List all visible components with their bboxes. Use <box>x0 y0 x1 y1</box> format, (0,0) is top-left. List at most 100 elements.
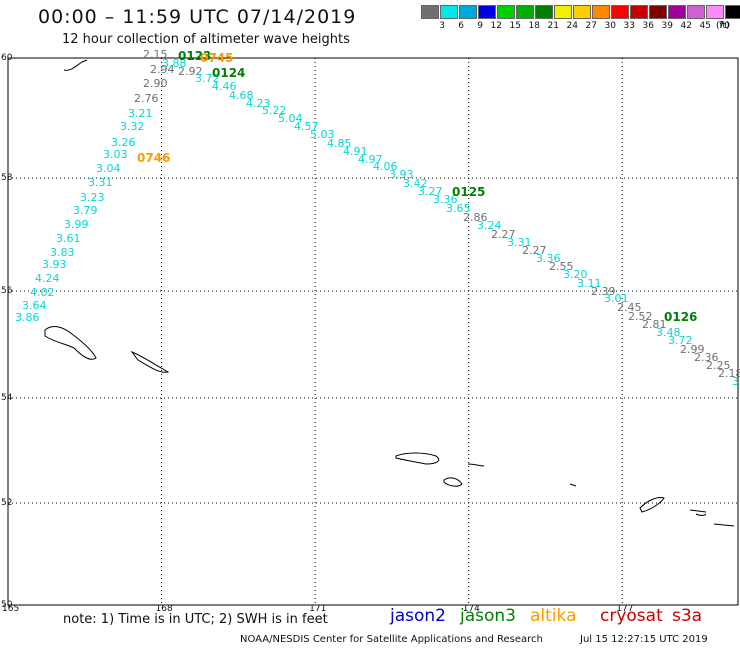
wave-height-label: 3.48 <box>656 326 681 339</box>
legend-unit: (ft) <box>716 21 730 31</box>
wave-height-label: 3.86 <box>15 311 40 324</box>
legend-label: 21 <box>547 21 559 31</box>
wave-height-label: 4.91 <box>343 145 368 158</box>
wave-height-label: 2.76 <box>134 92 159 105</box>
wave-height-label: 3.88 <box>162 57 187 70</box>
legend-swatch <box>630 5 648 19</box>
wave-height-label: 4.97 <box>358 153 383 166</box>
pass-time-label: 0123 <box>178 49 211 63</box>
wave-height-label: 3.11 <box>577 277 602 290</box>
page-subtitle: 12 hour collection of altimeter wave hei… <box>62 32 350 47</box>
legend-swatch <box>440 5 458 19</box>
wave-height-label: 3.83 <box>50 246 75 259</box>
wave-height-label: 4.57 <box>294 120 319 133</box>
wave-height-label: 2.27 <box>491 228 516 241</box>
wave-height-label: 3.64 <box>22 299 47 312</box>
wave-height-label: 5.03 <box>310 128 335 141</box>
coastline <box>569 483 577 487</box>
legend-swatch <box>649 5 667 19</box>
coastline <box>713 523 735 527</box>
legend-swatch <box>516 5 534 19</box>
wave-height-label: 2.15 <box>143 48 168 61</box>
coastline <box>443 477 463 487</box>
satellite-altika: altika <box>530 606 577 626</box>
wave-height-label: 2.39 <box>591 285 616 298</box>
legend-label: 30 <box>604 21 616 31</box>
coastline <box>695 513 707 516</box>
legend-label: 27 <box>585 21 597 31</box>
latitude-label: 52 <box>1 498 12 508</box>
wave-height-label: 2.55 <box>549 260 574 273</box>
wave-height-label: 3 <box>732 375 739 388</box>
coastline <box>130 350 170 373</box>
satellite-jason2: jason2 <box>390 606 446 626</box>
page-title: 00:00 – 11:59 UTC 07/14/2019 <box>38 6 357 28</box>
legend-label: 18 <box>528 21 540 31</box>
legend-label: 6 <box>458 21 464 31</box>
wave-height-label: 3.36 <box>536 252 561 265</box>
longitude-label: 174 <box>463 604 480 614</box>
longitude-label: 171 <box>309 604 326 614</box>
wave-height-label: 2.27 <box>522 244 547 257</box>
legend-label: 3 <box>439 21 445 31</box>
credit-text: NOAA/NESDIS Center for Satellite Applica… <box>240 634 543 645</box>
wave-height-label: 3.42 <box>403 177 428 190</box>
satellite-s3a: s3a <box>672 606 703 626</box>
legend-swatch <box>478 5 496 19</box>
coastline <box>467 463 485 467</box>
wave-height-label: 4.06 <box>373 160 398 173</box>
legend-label: 15 <box>509 21 521 31</box>
coastline <box>63 59 88 71</box>
wave-height-label: 4.46 <box>212 80 237 93</box>
legend-swatch <box>421 5 439 19</box>
wave-height-label: 4.85 <box>327 137 352 150</box>
wave-height-label: 3.72 <box>195 72 220 85</box>
wave-height-label: 2.52 <box>628 310 653 323</box>
longitude-label: 177 <box>616 604 633 614</box>
latitude-label: 60 <box>1 53 13 63</box>
wave-height-label: 2.81 <box>642 318 667 331</box>
legend-swatch <box>497 5 515 19</box>
wave-height-label: 3.61 <box>56 232 81 245</box>
wave-height-label: 2.94 <box>150 63 175 76</box>
legend-label: 70 <box>718 21 730 31</box>
coastline <box>44 326 97 360</box>
wave-height-label: 3.65 <box>446 202 471 215</box>
note-text: note: 1) Time is in UTC; 2) SWH is in fe… <box>63 612 328 627</box>
wave-height-label: 4.02 <box>30 286 55 299</box>
wave-height-label: 3.31 <box>507 236 532 249</box>
coastline <box>395 452 440 465</box>
wave-height-label: 3.21 <box>128 107 153 120</box>
legend-swatch <box>573 5 591 19</box>
wave-height-label: 3.93 <box>389 168 414 181</box>
wave-height-label: 4.68 <box>229 89 254 102</box>
wave-height-label: 3.36 <box>433 193 458 206</box>
wave-height-label: 2.36 <box>694 351 719 364</box>
wave-height-label: 3.93 <box>42 258 67 271</box>
coastline <box>689 509 707 513</box>
longitude-label: 165 <box>2 604 19 614</box>
latitude-label: 50 <box>1 600 13 610</box>
legend-swatch <box>706 5 724 19</box>
wave-height-label: 3.26 <box>111 136 136 149</box>
latitude-label: 58 <box>1 173 13 183</box>
latitude-label: 54 <box>1 393 13 403</box>
legend-swatch <box>554 5 572 19</box>
legend-swatch <box>535 5 553 19</box>
legend-swatch <box>592 5 610 19</box>
legend-label: 45 <box>699 21 711 31</box>
pass-time-label: 0124 <box>212 66 245 80</box>
satellite-jason3: jason3 <box>460 606 516 626</box>
wave-height-label: 2.86 <box>463 211 488 224</box>
legend-swatch <box>459 5 477 19</box>
wave-height-label: 3.27 <box>418 185 443 198</box>
wave-height-label: 3.01 <box>604 292 629 305</box>
latitude-label: 56 <box>1 286 13 296</box>
pass-time-label: 0745 <box>200 51 233 65</box>
legend-label: 9 <box>477 21 483 31</box>
wave-height-label: 3.32 <box>120 120 145 133</box>
legend-swatch <box>687 5 705 19</box>
legend-label: 36 <box>642 21 654 31</box>
wave-height-label: 3.23 <box>80 191 105 204</box>
legend-label: 12 <box>490 21 502 31</box>
